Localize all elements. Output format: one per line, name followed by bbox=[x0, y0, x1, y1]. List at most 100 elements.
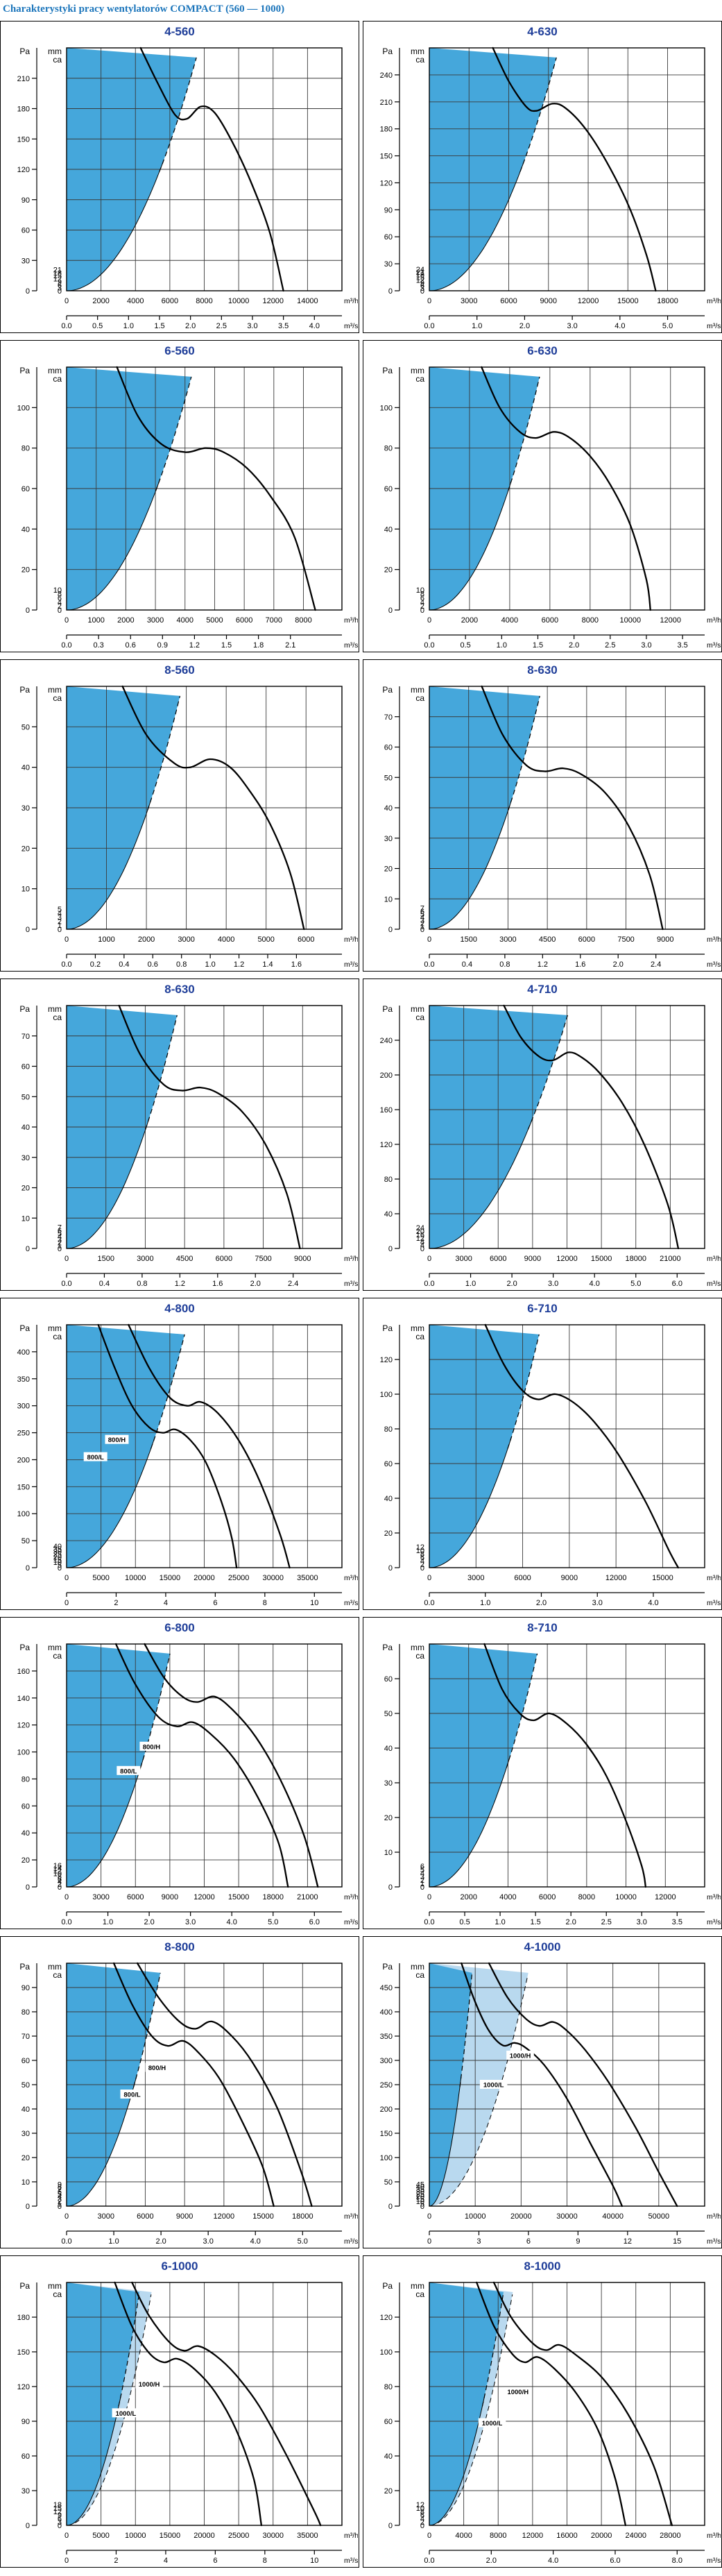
svg-text:12: 12 bbox=[53, 1867, 62, 1876]
svg-text:6: 6 bbox=[58, 595, 62, 603]
svg-text:0: 0 bbox=[58, 2203, 62, 2211]
svg-text:12000: 12000 bbox=[655, 1893, 676, 1901]
svg-text:12000: 12000 bbox=[262, 297, 284, 305]
svg-text:6000: 6000 bbox=[514, 1574, 531, 1582]
svg-text:0: 0 bbox=[388, 1564, 393, 1573]
chart-cell-8-1000: 8-1000 1000/H 1000/L Pa mm ca 120 100 80 60 40 20 0 1… bbox=[363, 2255, 722, 2568]
svg-text:3: 3 bbox=[420, 285, 424, 293]
svg-text:1: 1 bbox=[420, 923, 424, 931]
fan-curve bbox=[484, 1323, 680, 1569]
svg-text:4.0: 4.0 bbox=[548, 2557, 558, 2565]
svg-text:50: 50 bbox=[384, 2178, 393, 2187]
svg-text:4: 4 bbox=[420, 598, 424, 607]
svg-text:0: 0 bbox=[388, 1245, 393, 1253]
curve-label: 1000/L bbox=[112, 2408, 140, 2418]
svg-text:ca: ca bbox=[415, 1970, 424, 1980]
svg-text:mm: mm bbox=[411, 1962, 424, 1972]
chart-title: 8-560 bbox=[164, 663, 195, 677]
svg-text:1000/H: 1000/H bbox=[510, 2053, 531, 2060]
svg-text:8: 8 bbox=[420, 1238, 424, 1246]
svg-text:10: 10 bbox=[53, 586, 62, 595]
curve-label: 800/H bbox=[139, 1741, 164, 1751]
svg-text:10000: 10000 bbox=[465, 2212, 486, 2221]
svg-text:12: 12 bbox=[53, 2508, 62, 2516]
svg-text:8000: 8000 bbox=[196, 297, 212, 305]
svg-text:9000: 9000 bbox=[294, 1255, 311, 1263]
svg-text:6: 6 bbox=[420, 1554, 424, 1562]
svg-text:18000: 18000 bbox=[625, 1255, 646, 1263]
svg-text:Pa: Pa bbox=[19, 1004, 30, 1014]
svg-text:ca: ca bbox=[415, 1651, 424, 1661]
svg-text:2000: 2000 bbox=[117, 616, 134, 625]
svg-text:25: 25 bbox=[416, 2191, 424, 2199]
svg-text:m³/h: m³/h bbox=[344, 2212, 358, 2221]
chart-cell-6-560: 6-560 Pa mm ca 100 80 60 40 20 0 10 8 6 4 2 0 0 1000 2000 3… bbox=[0, 340, 359, 652]
svg-text:21000: 21000 bbox=[660, 1255, 681, 1263]
svg-text:1.5: 1.5 bbox=[154, 322, 164, 330]
svg-text:3.0: 3.0 bbox=[548, 1280, 558, 1288]
svg-text:60: 60 bbox=[22, 2057, 30, 2065]
svg-text:4.0: 4.0 bbox=[614, 322, 625, 330]
chart-title: 4-1000 bbox=[524, 1940, 561, 1954]
svg-text:m³/s: m³/s bbox=[707, 2557, 721, 2565]
svg-text:1000: 1000 bbox=[98, 935, 114, 944]
svg-text:2.1: 2.1 bbox=[285, 641, 295, 650]
svg-text:3: 3 bbox=[420, 1873, 424, 1881]
svg-text:70: 70 bbox=[22, 2033, 30, 2041]
svg-text:6: 6 bbox=[420, 595, 424, 603]
svg-text:16000: 16000 bbox=[556, 2532, 578, 2540]
svg-text:120: 120 bbox=[380, 1356, 393, 1364]
svg-text:30: 30 bbox=[22, 1154, 30, 1162]
svg-text:4: 4 bbox=[420, 1870, 424, 1878]
svg-text:0: 0 bbox=[388, 926, 393, 934]
svg-text:40: 40 bbox=[22, 525, 30, 534]
svg-text:7500: 7500 bbox=[255, 1255, 271, 1263]
svg-text:2: 2 bbox=[114, 2557, 118, 2565]
svg-text:100: 100 bbox=[380, 1391, 393, 1399]
svg-text:160: 160 bbox=[17, 1668, 30, 1676]
svg-text:10: 10 bbox=[22, 2178, 30, 2187]
svg-text:1.0: 1.0 bbox=[472, 322, 482, 330]
svg-text:1.2: 1.2 bbox=[189, 641, 200, 650]
svg-text:50: 50 bbox=[22, 1537, 30, 1545]
svg-text:2.0: 2.0 bbox=[155, 2237, 166, 2246]
svg-text:8: 8 bbox=[420, 2508, 424, 2516]
svg-text:1.5: 1.5 bbox=[533, 641, 543, 650]
fan-curve bbox=[144, 1643, 319, 1888]
svg-text:Pa: Pa bbox=[382, 1004, 393, 1014]
svg-text:m³/h: m³/h bbox=[344, 616, 358, 625]
svg-text:1.0: 1.0 bbox=[480, 1599, 490, 1607]
svg-text:m³/s: m³/s bbox=[344, 960, 358, 969]
svg-text:5: 5 bbox=[58, 2191, 62, 2199]
svg-text:80: 80 bbox=[22, 1775, 30, 1783]
svg-text:m³/h: m³/h bbox=[344, 1255, 358, 1263]
svg-text:2.0: 2.0 bbox=[144, 1918, 154, 1926]
svg-text:20000: 20000 bbox=[591, 2532, 612, 2540]
chart-title: 4-710 bbox=[527, 983, 558, 996]
svg-text:16: 16 bbox=[53, 1862, 62, 1870]
chart-title: 4-560 bbox=[164, 25, 195, 38]
svg-text:mm: mm bbox=[411, 366, 424, 375]
svg-text:12000: 12000 bbox=[605, 1574, 627, 1582]
fan-curve bbox=[131, 2281, 322, 2527]
svg-text:6000: 6000 bbox=[236, 616, 252, 625]
svg-text:5: 5 bbox=[420, 910, 424, 919]
svg-text:0.0: 0.0 bbox=[61, 641, 71, 650]
svg-text:30000: 30000 bbox=[556, 2212, 578, 2221]
svg-text:2: 2 bbox=[420, 2518, 424, 2527]
svg-text:Pa: Pa bbox=[19, 366, 30, 375]
svg-text:Pa: Pa bbox=[382, 1323, 393, 1333]
svg-text:120: 120 bbox=[380, 2314, 393, 2322]
svg-text:8000: 8000 bbox=[582, 616, 599, 625]
svg-text:1: 1 bbox=[58, 2201, 62, 2209]
svg-text:2: 2 bbox=[58, 2198, 62, 2206]
svg-text:100: 100 bbox=[17, 1510, 30, 1518]
svg-text:Pa: Pa bbox=[19, 685, 30, 695]
svg-text:3.0: 3.0 bbox=[247, 322, 257, 330]
svg-text:2000: 2000 bbox=[460, 1893, 476, 1901]
svg-text:6000: 6000 bbox=[542, 616, 558, 625]
svg-text:20: 20 bbox=[384, 1814, 393, 1822]
